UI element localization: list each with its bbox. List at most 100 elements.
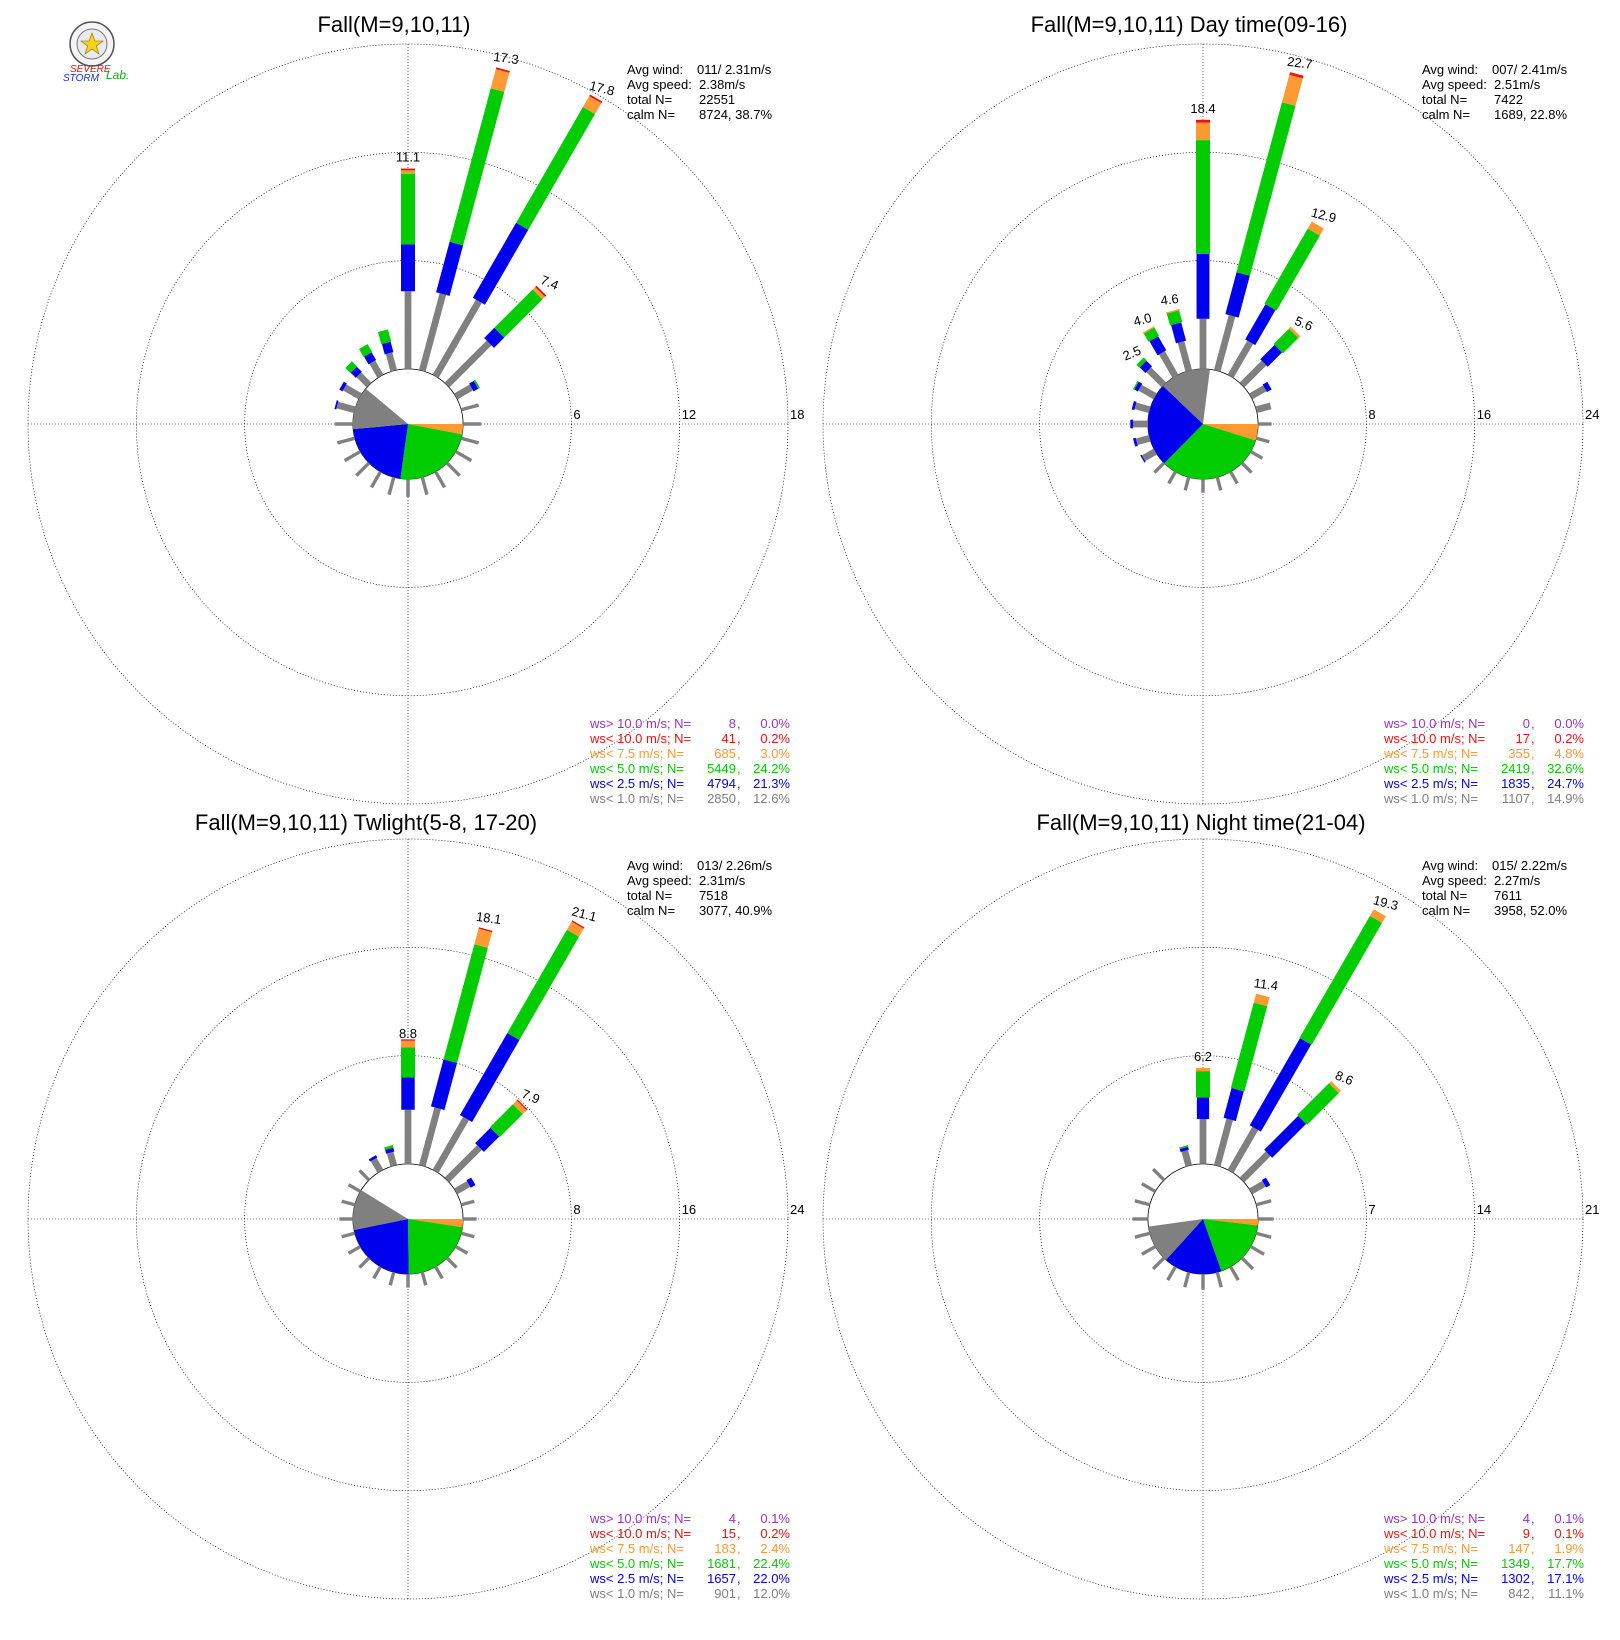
petal-segment <box>369 470 382 489</box>
legend-percent: 24.7% <box>1547 776 1584 791</box>
petal-segment <box>460 1231 475 1239</box>
legend-label: ws< 7.5 m/s; N= <box>589 1541 684 1556</box>
legend-separator: , <box>737 761 741 776</box>
legend-percent: 14.9% <box>1547 791 1584 806</box>
petal-segment <box>1215 1271 1223 1288</box>
speed-share-slice <box>1163 368 1210 424</box>
legend-label: ws< 5.0 m/s; N= <box>1383 761 1478 776</box>
legend-count: 2850 <box>707 791 736 806</box>
legend-percent: 0.1% <box>1554 1526 1584 1541</box>
legend-percent: 0.0% <box>1554 716 1584 731</box>
petal-segment <box>1239 1151 1271 1183</box>
petal-segment <box>445 1256 458 1269</box>
petal-value-label: 17.3 <box>493 49 520 67</box>
grid-ring <box>135 946 681 1492</box>
petal-segment <box>443 944 488 1063</box>
petal-segment <box>1299 915 1383 1045</box>
legend-percent: 22.0% <box>753 1571 790 1586</box>
legend-separator: , <box>1531 731 1535 746</box>
speed-share-slice <box>408 1219 464 1228</box>
legend-separator: , <box>737 746 741 761</box>
chart-title: Fall(M=9,10,11) Night time(21-04) <box>1036 810 1365 835</box>
petal-segment <box>434 470 447 489</box>
legend-percent: 12.0% <box>753 1586 790 1601</box>
ring-label: 6 <box>573 407 580 422</box>
petal-segment <box>1183 476 1191 491</box>
petal-segment <box>1245 304 1276 346</box>
grid-ring <box>1039 260 1367 588</box>
stat-label: calm N= <box>627 903 675 918</box>
petal-segment <box>1177 341 1193 372</box>
petal-segment <box>1225 272 1250 318</box>
legend-label: ws< 1.0 m/s; N= <box>589 1586 684 1601</box>
ring-label: 14 <box>1477 1202 1491 1217</box>
petal-value-label: 4.6 <box>1160 291 1180 308</box>
legend-separator: , <box>737 1556 741 1571</box>
petal-segment <box>1281 74 1303 106</box>
petal-segment <box>589 94 603 104</box>
stat-value: 013/ 2.26m/s <box>697 858 773 873</box>
petal-segment <box>1227 340 1254 378</box>
legend-count: 147 <box>1508 1541 1530 1556</box>
petal-segment <box>1136 357 1147 368</box>
petal-segment <box>1328 1081 1341 1094</box>
petal-segment <box>341 1199 356 1207</box>
petal-segment <box>1146 367 1167 388</box>
stat-label: total N= <box>1422 92 1467 107</box>
petal-segment <box>1134 402 1151 414</box>
petal-segment <box>1229 1265 1240 1281</box>
legend-separator: , <box>1531 716 1535 731</box>
legend-percent: 11.1% <box>1548 1586 1584 1601</box>
legend-separator: , <box>1531 761 1535 776</box>
legend-percent: 3.0% <box>760 746 790 761</box>
stat-value: 7611 <box>1494 888 1522 903</box>
petal-segment <box>1134 381 1143 392</box>
legend-separator: , <box>737 1541 741 1556</box>
stat-label: calm N= <box>1422 903 1470 918</box>
legend-percent: 24.2% <box>753 761 790 776</box>
stat-value: 2.27m/s <box>1494 873 1541 888</box>
petal-segment <box>1227 1126 1259 1173</box>
stat-label: Avg wind: <box>1422 62 1478 77</box>
petal-segment <box>582 96 602 115</box>
chart-title: Fall(M=9,10,11) <box>317 12 470 37</box>
petal-value-label: 5.6 <box>1293 313 1315 334</box>
petal-segment <box>358 1256 371 1269</box>
legend-count: 1302 <box>1501 1571 1530 1586</box>
petal-segment <box>388 1271 396 1286</box>
stat-label: calm N= <box>1422 107 1470 122</box>
stat-value: 2.51m/s <box>1494 77 1541 92</box>
stat-label: Avg speed: <box>1422 77 1487 92</box>
petal-segment <box>387 476 396 496</box>
petal-value-label: 12.9 <box>1310 205 1338 226</box>
petal-segment <box>1240 1256 1255 1271</box>
ring-label: 16 <box>682 1202 696 1217</box>
stat-value: 3958, 52.0% <box>1494 903 1567 918</box>
legend-count: 9 <box>1523 1526 1530 1541</box>
petal-segment <box>454 1245 469 1255</box>
legend-label: ws> 10.0 m/s; N= <box>589 1511 691 1526</box>
petal-segment <box>1166 310 1183 326</box>
petal-segment <box>454 1181 471 1195</box>
ring-label: 8 <box>573 1202 580 1217</box>
petal-segment <box>1249 450 1264 460</box>
petal-segment <box>432 299 482 378</box>
petal-segment <box>432 1116 469 1173</box>
legend-label: ws> 10.0 m/s; N= <box>589 716 691 731</box>
ring-label: 18 <box>790 407 804 422</box>
stat-label: total N= <box>1422 888 1467 903</box>
legend-separator: , <box>1531 791 1535 806</box>
petal-segment <box>1151 1256 1166 1271</box>
petal-segment <box>1158 351 1179 378</box>
legend-separator: , <box>1531 746 1535 761</box>
petal-segment <box>1297 1083 1339 1125</box>
legend-separator: , <box>1531 1586 1535 1601</box>
legend-label: ws< 7.5 m/s; N= <box>1383 746 1478 761</box>
severe-storm-lab-logo: SEVERE STORM Lab. <box>63 21 129 84</box>
petal-segment <box>445 461 461 477</box>
legend-count: 15 <box>722 1526 736 1541</box>
petal-segment <box>343 450 362 463</box>
petal-segment <box>1236 102 1296 276</box>
grid-ring <box>1039 1055 1367 1383</box>
